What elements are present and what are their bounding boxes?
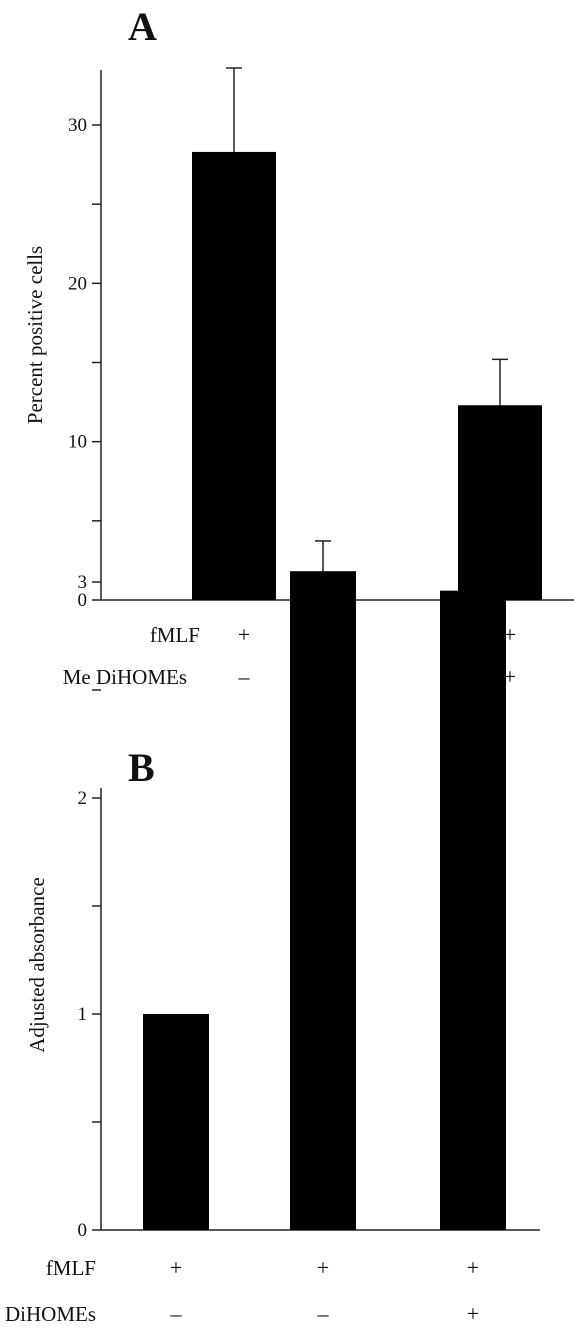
panel-b-y-ticks: 0 1 2 3 [78,572,101,1241]
panel-b-row-2-sign-2: – [317,1301,330,1326]
panel-a-bar-2 [458,405,542,600]
panel-b-row-1-sign-2: + [317,1255,329,1280]
panel-b-y-tick-label-2: 2 [78,788,88,809]
panel-a-bar-1 [192,151,276,601]
panel-b-y-tick-label-0: 0 [78,1220,88,1241]
panel-a-row-2-sign-2: + [504,664,516,689]
panel-a-row-2-sign-1: – [238,664,251,689]
panel-b-y-tick-label-3: 3 [78,572,88,593]
panel-b-bar-2 [290,571,356,1230]
panel-a-y-tick-label-1: 10 [68,432,87,453]
panel-b: B 0 1 2 3 Adjusted absorbance fMLF + + + Me DiH… [0,540,540,1326]
panel-b-y-axis-label: Adjusted absorbance [25,877,49,1053]
panel-b-row-2-sign-1: – [170,1301,183,1326]
panel-b-condition-rows: fMLF + + + Me DiHOMEs – – + [0,1255,479,1326]
panel-b-row-1-sign-3: + [467,1255,479,1280]
panel-b-y-tick-label-1: 1 [78,1004,88,1025]
panel-b-row-label-1: fMLF [46,1256,96,1280]
panel-b-bar-3 [440,590,506,1230]
panel-b-bar-1 [143,1014,209,1230]
panel-a-label: A [128,4,157,49]
panel-a-bars [192,67,542,601]
panel-a: A 0 10 20 30 Percent positive cells fMLF + + M… [23,4,574,689]
panel-a-row-label-2: Me DiHOMEs [63,665,187,689]
panel-a-condition-rows: fMLF + + Me DiHOMEs – + [63,622,516,689]
panel-a-y-tick-label-2: 20 [68,273,87,294]
panel-b-bars [143,540,506,1230]
panel-a-row-label-1: fMLF [150,623,200,647]
panel-a-y-tick-label-0: 0 [78,590,88,611]
panel-b-label: B [128,745,155,790]
panel-a-row-1-sign-2: + [504,622,516,647]
panel-a-y-tick-label-3: 30 [68,115,87,136]
panel-b-row-1-sign-1: + [170,1255,182,1280]
panel-b-row-label-2: Me DiHOMEs [0,1302,96,1326]
panel-a-row-1-sign-1: + [238,622,250,647]
panel-a-y-ticks: 0 10 20 30 [68,115,101,611]
panel-a-y-axis-label: Percent positive cells [23,246,47,424]
panel-b-row-2-sign-3: + [467,1301,479,1326]
